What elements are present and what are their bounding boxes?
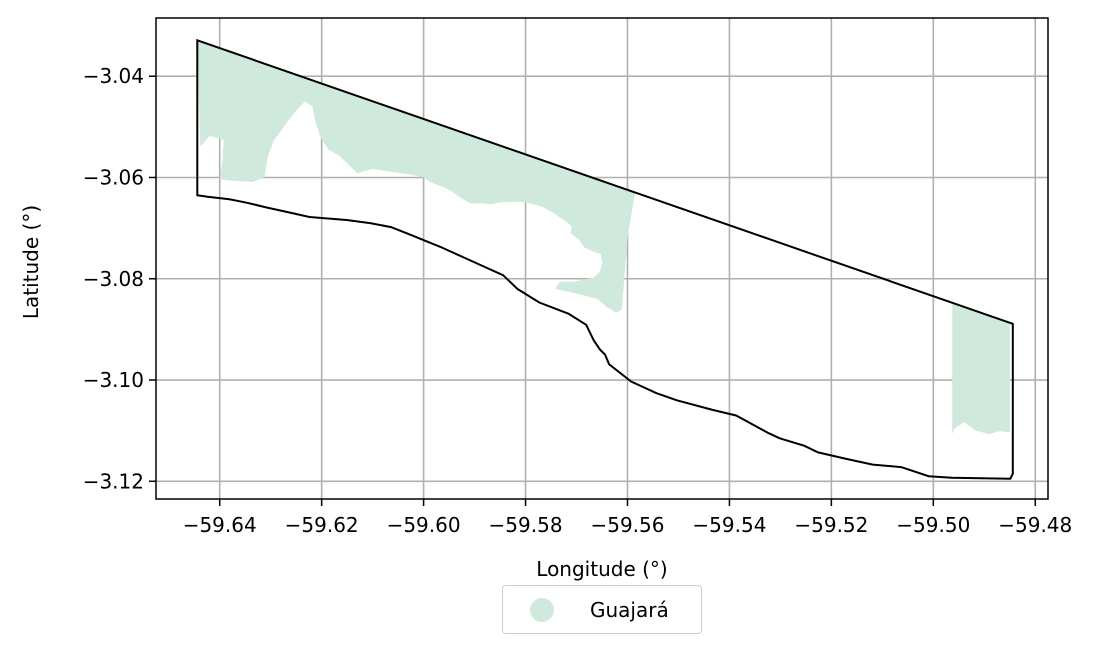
region-guajara (952, 302, 1010, 435)
x-tick-label: −59.52 (794, 513, 868, 537)
legend-label-guajara: Guajará (590, 597, 669, 622)
plot-frame (155, 17, 1049, 500)
grid-layer (156, 18, 1048, 499)
x-tick-label: −59.60 (387, 513, 461, 537)
x-axis-label: Longitude (°) (536, 557, 667, 581)
legend: Guajará (502, 585, 702, 634)
y-tick-label: −3.10 (83, 368, 144, 392)
y-axis-label: Latitude (°) (19, 205, 43, 319)
y-tick-label: −3.04 (83, 64, 144, 88)
x-tick-label: −59.48 (998, 513, 1072, 537)
region-layer (197, 40, 1010, 435)
region-guajara (197, 40, 636, 313)
municipality-boundary (196, 38, 1014, 480)
x-tick-label: −59.50 (896, 513, 970, 537)
y-tick-label: −3.08 (83, 267, 144, 291)
x-tick-label: −59.56 (590, 513, 664, 537)
x-tick-label: −59.64 (183, 513, 257, 537)
x-tick-label: −59.62 (285, 513, 359, 537)
tick-layer: −59.64 −59.62 −59.60 −59.58 −59.56 −59.54 −59.… (83, 64, 1073, 537)
legend-swatch-guajara-icon (530, 597, 554, 622)
x-tick-label: −59.58 (489, 513, 563, 537)
x-tick-label: −59.54 (692, 513, 766, 537)
y-tick-label: −3.06 (83, 165, 144, 189)
y-tick-label: −3.12 (83, 469, 144, 493)
